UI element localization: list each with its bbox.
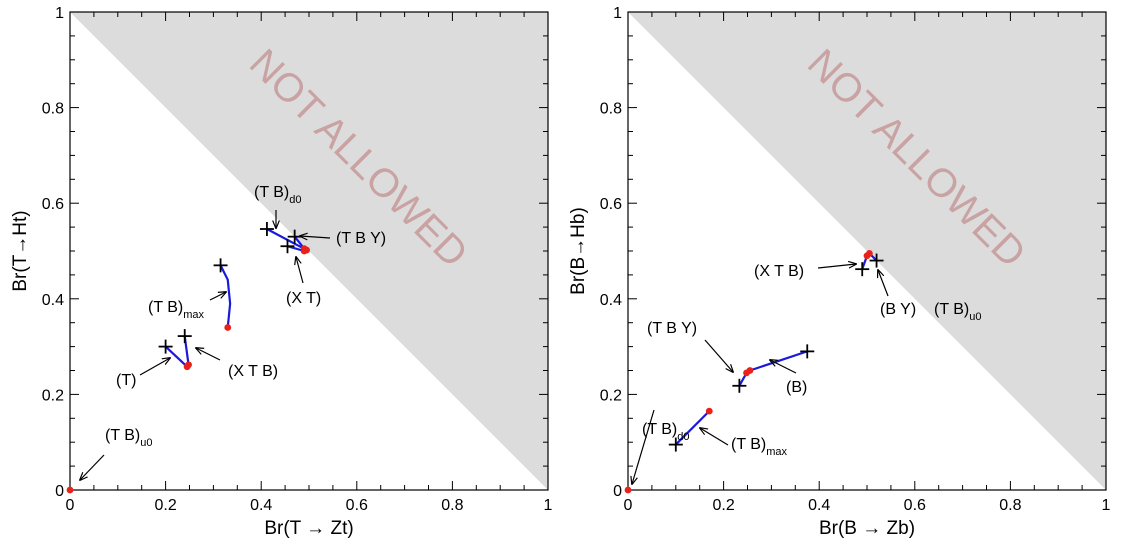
x-tick-label: 1 (544, 497, 553, 514)
y-tick-label: 0.8 (42, 101, 64, 118)
series-annotation: (T B)u0 (105, 427, 153, 449)
annotation-arrow (878, 270, 889, 297)
y-tick-label: 0.8 (600, 101, 622, 118)
series-line (675, 410, 711, 446)
series-annotation: (T B)u0 (934, 301, 982, 323)
x-axis-label: Br(T → Zt) (264, 518, 353, 539)
series-annotation: (T B)d0 (254, 184, 302, 206)
y-axis-label: Br(B→Hb) (568, 207, 589, 295)
series-end-point (743, 369, 750, 377)
series-annotation: (X T) (286, 290, 321, 307)
annotation-arrow (700, 428, 729, 446)
x-tick-label: 0.6 (346, 497, 368, 514)
series-annotation: (T B Y) (336, 230, 386, 247)
series-end-point (66, 486, 74, 494)
x-tick-label: 0 (66, 497, 75, 514)
y-tick-label: 0.4 (600, 292, 622, 309)
x-tick-label: 0.4 (808, 497, 830, 514)
y-tick-label: 0 (613, 483, 622, 500)
series-line (219, 264, 232, 328)
x-tick-label: 0.8 (999, 497, 1021, 514)
annotation-arrow (704, 339, 733, 372)
x-tick-label: 1 (1102, 497, 1111, 514)
y-tick-label: 0.2 (42, 387, 64, 404)
annotation-arrow (196, 348, 221, 361)
x-tick-label: 0.8 (441, 497, 463, 514)
series-end-point (865, 249, 873, 257)
annotation-arrow (296, 257, 304, 284)
series-annotation: (X T B) (228, 363, 278, 380)
y-axis-label: Br(T→Ht) (10, 210, 31, 291)
series-annotation: (T B)d0 (642, 421, 690, 443)
annotation-arrow (817, 264, 856, 268)
series-annotation: (B) (786, 379, 807, 396)
series-line (749, 350, 808, 372)
y-tick-label: 0.2 (600, 387, 622, 404)
series-annotation: (T B)max (148, 299, 205, 321)
annotation-arrow (209, 292, 226, 301)
x-tick-label: 0.2 (712, 497, 734, 514)
y-tick-label: 1 (55, 5, 64, 22)
annotation-arrow (300, 236, 331, 238)
series-end-point (224, 324, 232, 331)
series-end-point (185, 361, 192, 369)
x-tick-label: 0.6 (904, 497, 926, 514)
y-tick-label: 0.4 (42, 292, 64, 309)
series-annotation: (T) (116, 372, 136, 389)
series-line (164, 345, 188, 368)
series-end-point (705, 407, 713, 415)
y-tick-label: 0 (55, 483, 64, 500)
x-tick-label: 0 (624, 497, 633, 514)
annotation-arrow (632, 409, 655, 484)
annotation-arrow (770, 360, 797, 374)
series-end-point (624, 486, 632, 494)
series-annotation: (B Y) (880, 301, 916, 318)
series-annotation: (T B)max (731, 436, 788, 458)
x-tick-label: 0.2 (154, 497, 176, 514)
y-tick-label: 0.6 (42, 196, 64, 213)
series-annotation: (X T B) (754, 263, 804, 280)
series-annotation: (T B Y) (647, 320, 697, 337)
annotation-arrow (80, 454, 105, 480)
y-tick-label: 0.6 (600, 196, 622, 213)
annotation-arrow (139, 358, 170, 376)
series-end-point (300, 247, 308, 255)
y-tick-label: 1 (613, 5, 622, 22)
x-tick-label: 0.4 (250, 497, 272, 514)
x-axis-label: Br(B → Zb) (819, 518, 915, 539)
